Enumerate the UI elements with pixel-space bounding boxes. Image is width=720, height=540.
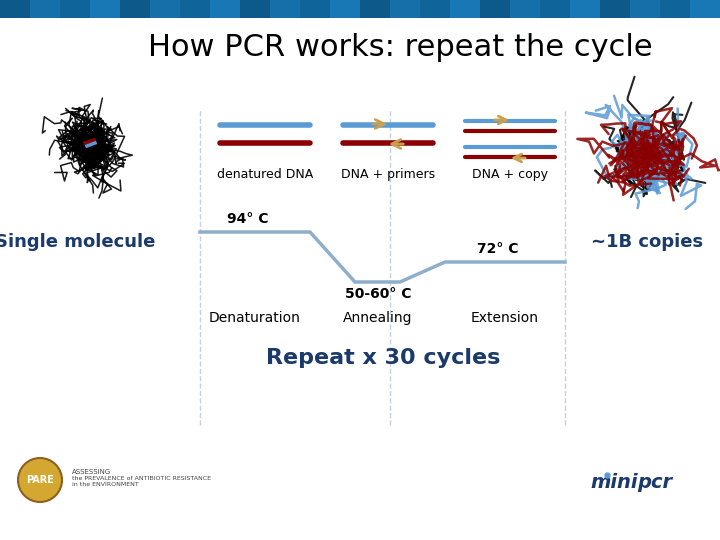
- Bar: [90, 0, 120, 18]
- Bar: [540, 0, 570, 18]
- Bar: [180, 0, 210, 18]
- Text: Repeat x 30 cycles: Repeat x 30 cycles: [266, 348, 500, 368]
- Bar: [660, 0, 690, 18]
- Bar: [150, 0, 180, 18]
- Text: 50-60° C: 50-60° C: [345, 287, 411, 301]
- Bar: [60, 0, 90, 18]
- Text: How PCR works: repeat the cycle: How PCR works: repeat the cycle: [148, 32, 652, 62]
- Text: PARE: PARE: [26, 475, 54, 485]
- Text: Annealing: Annealing: [343, 311, 413, 325]
- Text: DNA + primers: DNA + primers: [341, 168, 435, 181]
- Circle shape: [18, 458, 62, 502]
- Bar: [600, 0, 630, 18]
- Bar: [630, 0, 660, 18]
- Text: Denaturation: Denaturation: [209, 311, 301, 325]
- Text: 72° C: 72° C: [477, 242, 518, 256]
- Bar: [420, 0, 450, 18]
- Bar: [270, 0, 300, 18]
- Bar: [570, 0, 600, 18]
- Bar: [360, 0, 390, 18]
- Bar: [330, 0, 360, 18]
- Text: Single molecule: Single molecule: [0, 233, 156, 251]
- Text: in the ENVIRONMENT: in the ENVIRONMENT: [72, 482, 139, 487]
- Text: 94° C: 94° C: [228, 212, 269, 226]
- Bar: [300, 0, 330, 18]
- Text: pcr: pcr: [637, 472, 672, 491]
- Bar: [390, 0, 420, 18]
- Text: ~1B copies: ~1B copies: [591, 233, 703, 251]
- Bar: [690, 0, 720, 18]
- Bar: [30, 0, 60, 18]
- Bar: [480, 0, 510, 18]
- Bar: [210, 0, 240, 18]
- Bar: [510, 0, 540, 18]
- Text: mini: mini: [590, 472, 637, 491]
- Bar: [120, 0, 150, 18]
- Bar: [240, 0, 270, 18]
- Bar: [450, 0, 480, 18]
- Text: ASSESSING: ASSESSING: [72, 469, 112, 475]
- Text: the PREVALENCE of ANTIBIOTIC RESISTANCE: the PREVALENCE of ANTIBIOTIC RESISTANCE: [72, 476, 211, 481]
- Text: DNA + copy: DNA + copy: [472, 168, 548, 181]
- Bar: [0, 0, 30, 18]
- Text: denatured DNA: denatured DNA: [217, 168, 313, 181]
- Text: Extension: Extension: [471, 311, 539, 325]
